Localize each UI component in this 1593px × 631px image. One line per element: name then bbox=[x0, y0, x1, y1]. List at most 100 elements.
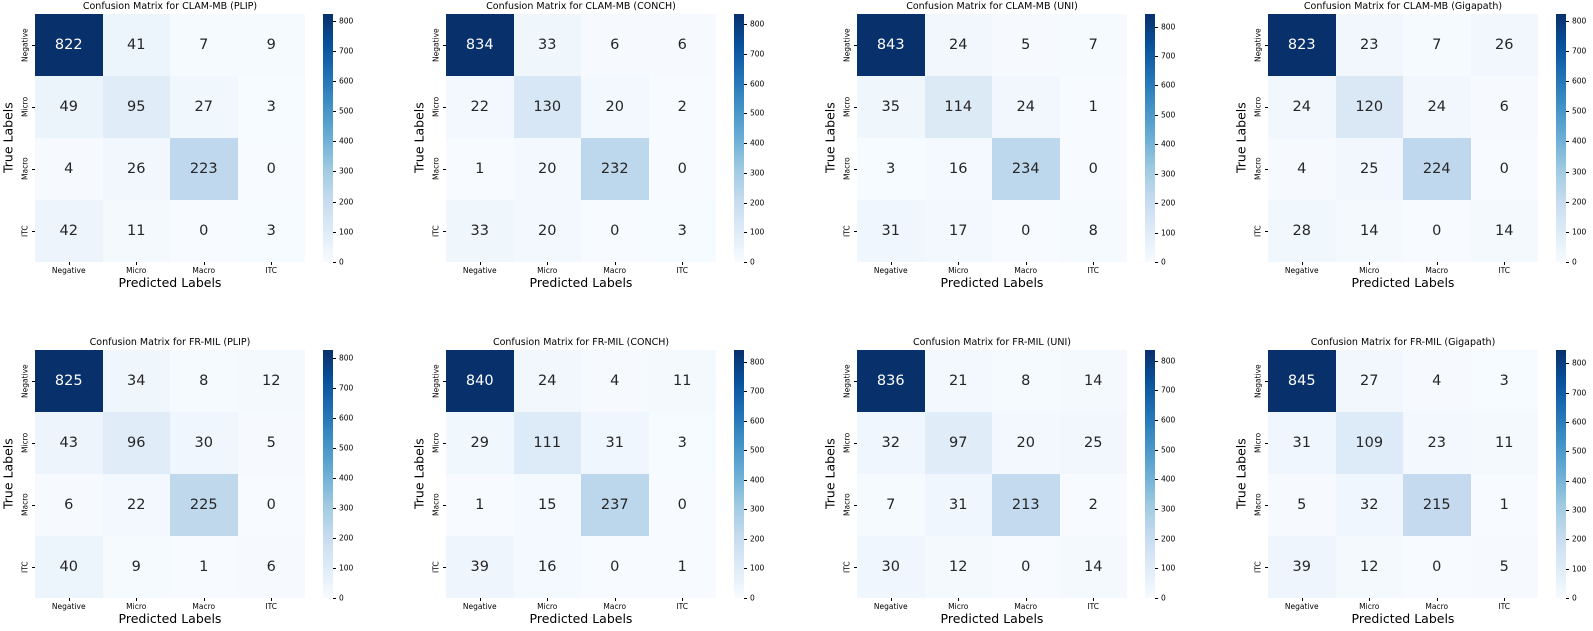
colorbar-tick-label: 400 bbox=[1572, 476, 1587, 486]
x-tick-label: Negative bbox=[51, 602, 86, 611]
x-tick-mark bbox=[958, 262, 960, 265]
y-tick-label: Macro bbox=[1253, 157, 1263, 181]
x-axis-label: Predicted Labels bbox=[118, 611, 222, 626]
cell-value: 0 bbox=[199, 222, 209, 239]
colorbar-tick-label: 100 bbox=[1572, 227, 1587, 237]
colorbar-tick-label: 0 bbox=[750, 593, 755, 603]
heatmap-cell: 4 bbox=[1403, 350, 1471, 412]
heatmap-cell: 24 bbox=[513, 350, 581, 412]
y-tick-label: Macro bbox=[431, 157, 441, 181]
heatmap-cell: 4 bbox=[1268, 138, 1336, 200]
colorbar-ticks: 0 100 200 300 400 500 600 700 800 bbox=[744, 14, 771, 267]
colorbar-tick-mark bbox=[1566, 171, 1569, 173]
x-axis-label: Predicted Labels bbox=[529, 275, 633, 290]
colorbar-tick-mark bbox=[744, 172, 747, 174]
x-tick-labels: Negative Micro Macro ITC bbox=[1268, 266, 1538, 275]
y-tick-labels: Negative Micro Macro ITC bbox=[430, 14, 442, 262]
x-tick-label: Negative bbox=[462, 266, 497, 275]
heatmap-cell: 6 bbox=[237, 536, 305, 598]
heatmap-cell: 23 bbox=[1403, 412, 1471, 474]
heatmap-cell: 0 bbox=[992, 200, 1060, 262]
chart-title: Confusion Matrix for CLAM-MB (UNI) bbox=[906, 1, 1078, 12]
heatmap-cell: 836 bbox=[857, 350, 925, 412]
colorbar-tick-label: 300 bbox=[1572, 505, 1587, 515]
cell-value: 33 bbox=[538, 36, 557, 53]
heatmap-cell: 232 bbox=[581, 138, 649, 200]
x-tick-label: Micro bbox=[1359, 266, 1380, 275]
cell-value: 836 bbox=[876, 372, 905, 389]
x-tick-label: Micro bbox=[126, 602, 147, 611]
heatmap-cell: 1 bbox=[1470, 474, 1538, 536]
heatmap-cell: 2 bbox=[1059, 474, 1127, 536]
confusion-matrix-panel: Confusion Matrix for FR-MIL (PLIP) True … bbox=[0, 336, 360, 631]
y-tick-label: ITC bbox=[431, 225, 441, 237]
colorbar-tick-label: 0 bbox=[1161, 257, 1166, 267]
cell-value: 3 bbox=[266, 222, 276, 239]
heatmap-cell: 3 bbox=[237, 76, 305, 138]
colorbar-tick-label: 600 bbox=[750, 416, 765, 426]
cell-value: 4 bbox=[610, 372, 620, 389]
colorbar-tick-label: 0 bbox=[1572, 593, 1577, 603]
heatmap: 843 24 5 7 35 114 24 1 3 16 234 0 31 17 0 8 bbox=[857, 14, 1127, 262]
cell-value: 6 bbox=[64, 496, 74, 513]
x-tick-label: Negative bbox=[51, 266, 86, 275]
x-tick-label: Macro bbox=[603, 602, 627, 611]
heatmap-cell: 114 bbox=[924, 76, 992, 138]
y-tick-labels: Negative Micro Macro ITC bbox=[841, 14, 853, 262]
cell-value: 11 bbox=[673, 372, 692, 389]
colorbar-tick-label: 700 bbox=[1161, 385, 1176, 395]
x-axis-label: Predicted Labels bbox=[529, 611, 633, 626]
y-tick-label: Micro bbox=[842, 96, 852, 118]
cell-value: 7 bbox=[886, 496, 896, 513]
y-tick-labels: Negative Micro Macro ITC bbox=[19, 350, 31, 598]
cell-value: 24 bbox=[1292, 98, 1311, 115]
colorbar-tick-mark bbox=[744, 568, 747, 570]
cell-value: 114 bbox=[944, 98, 973, 115]
heatmap-cell: 24 bbox=[1403, 76, 1471, 138]
cell-value: 7 bbox=[1432, 36, 1442, 53]
y-axis-label: True Labels bbox=[822, 102, 838, 174]
y-tick-mark bbox=[443, 45, 446, 46]
cell-value: 225 bbox=[189, 496, 218, 513]
y-tick-mark bbox=[32, 231, 35, 232]
y-tick-mark bbox=[1265, 505, 1268, 506]
x-tick-mark bbox=[1093, 262, 1095, 265]
colorbar-tick-label: 700 bbox=[1161, 51, 1176, 61]
colorbar-tick-label: 800 bbox=[339, 353, 354, 362]
colorbar-tick-mark bbox=[744, 24, 747, 26]
cell-value: 17 bbox=[949, 222, 968, 239]
x-tick-mark bbox=[68, 262, 70, 265]
cell-value: 0 bbox=[1021, 222, 1031, 239]
x-tick-label: Macro bbox=[192, 266, 216, 275]
y-tick-label: ITC bbox=[20, 225, 30, 237]
x-tick-label: Macro bbox=[1425, 602, 1449, 611]
x-tick-label: Micro bbox=[537, 602, 558, 611]
heatmap-cell: 43 bbox=[35, 412, 103, 474]
y-tick-label: Negative bbox=[1253, 28, 1263, 62]
heatmap-cell: 21 bbox=[924, 350, 992, 412]
heatmap-cell: 31 bbox=[924, 474, 992, 536]
x-tick-mark bbox=[1301, 262, 1303, 265]
y-tick-mark bbox=[443, 567, 446, 568]
heatmap-cell: 8 bbox=[992, 350, 1060, 412]
heatmap: 840 24 4 11 29 111 31 3 1 15 237 0 39 16 0 1 bbox=[446, 350, 716, 598]
heatmap-cell: 2 bbox=[648, 76, 716, 138]
colorbar-tick-mark bbox=[1566, 231, 1569, 233]
cell-value: 42 bbox=[59, 222, 78, 239]
colorbar bbox=[323, 14, 333, 262]
cell-value: 0 bbox=[266, 496, 276, 513]
cell-value: 0 bbox=[610, 558, 620, 575]
x-axis-label: Predicted Labels bbox=[1351, 611, 1455, 626]
cell-value: 3 bbox=[886, 160, 896, 177]
colorbar-tick-mark bbox=[1155, 509, 1158, 510]
heatmap-cell: 33 bbox=[446, 200, 514, 262]
cell-value: 0 bbox=[610, 222, 620, 239]
heatmap-cell: 0 bbox=[581, 536, 649, 598]
colorbar-tick-label: 200 bbox=[1572, 197, 1587, 207]
colorbar-tick-mark bbox=[333, 357, 336, 359]
heatmap: 834 33 6 6 22 130 20 2 1 20 232 0 33 20 0 3 bbox=[446, 14, 716, 262]
heatmap-cell: 49 bbox=[35, 76, 103, 138]
colorbar-tick-mark bbox=[1155, 449, 1158, 451]
cell-value: 39 bbox=[1292, 558, 1311, 575]
colorbar-tick-label: 0 bbox=[339, 257, 344, 267]
